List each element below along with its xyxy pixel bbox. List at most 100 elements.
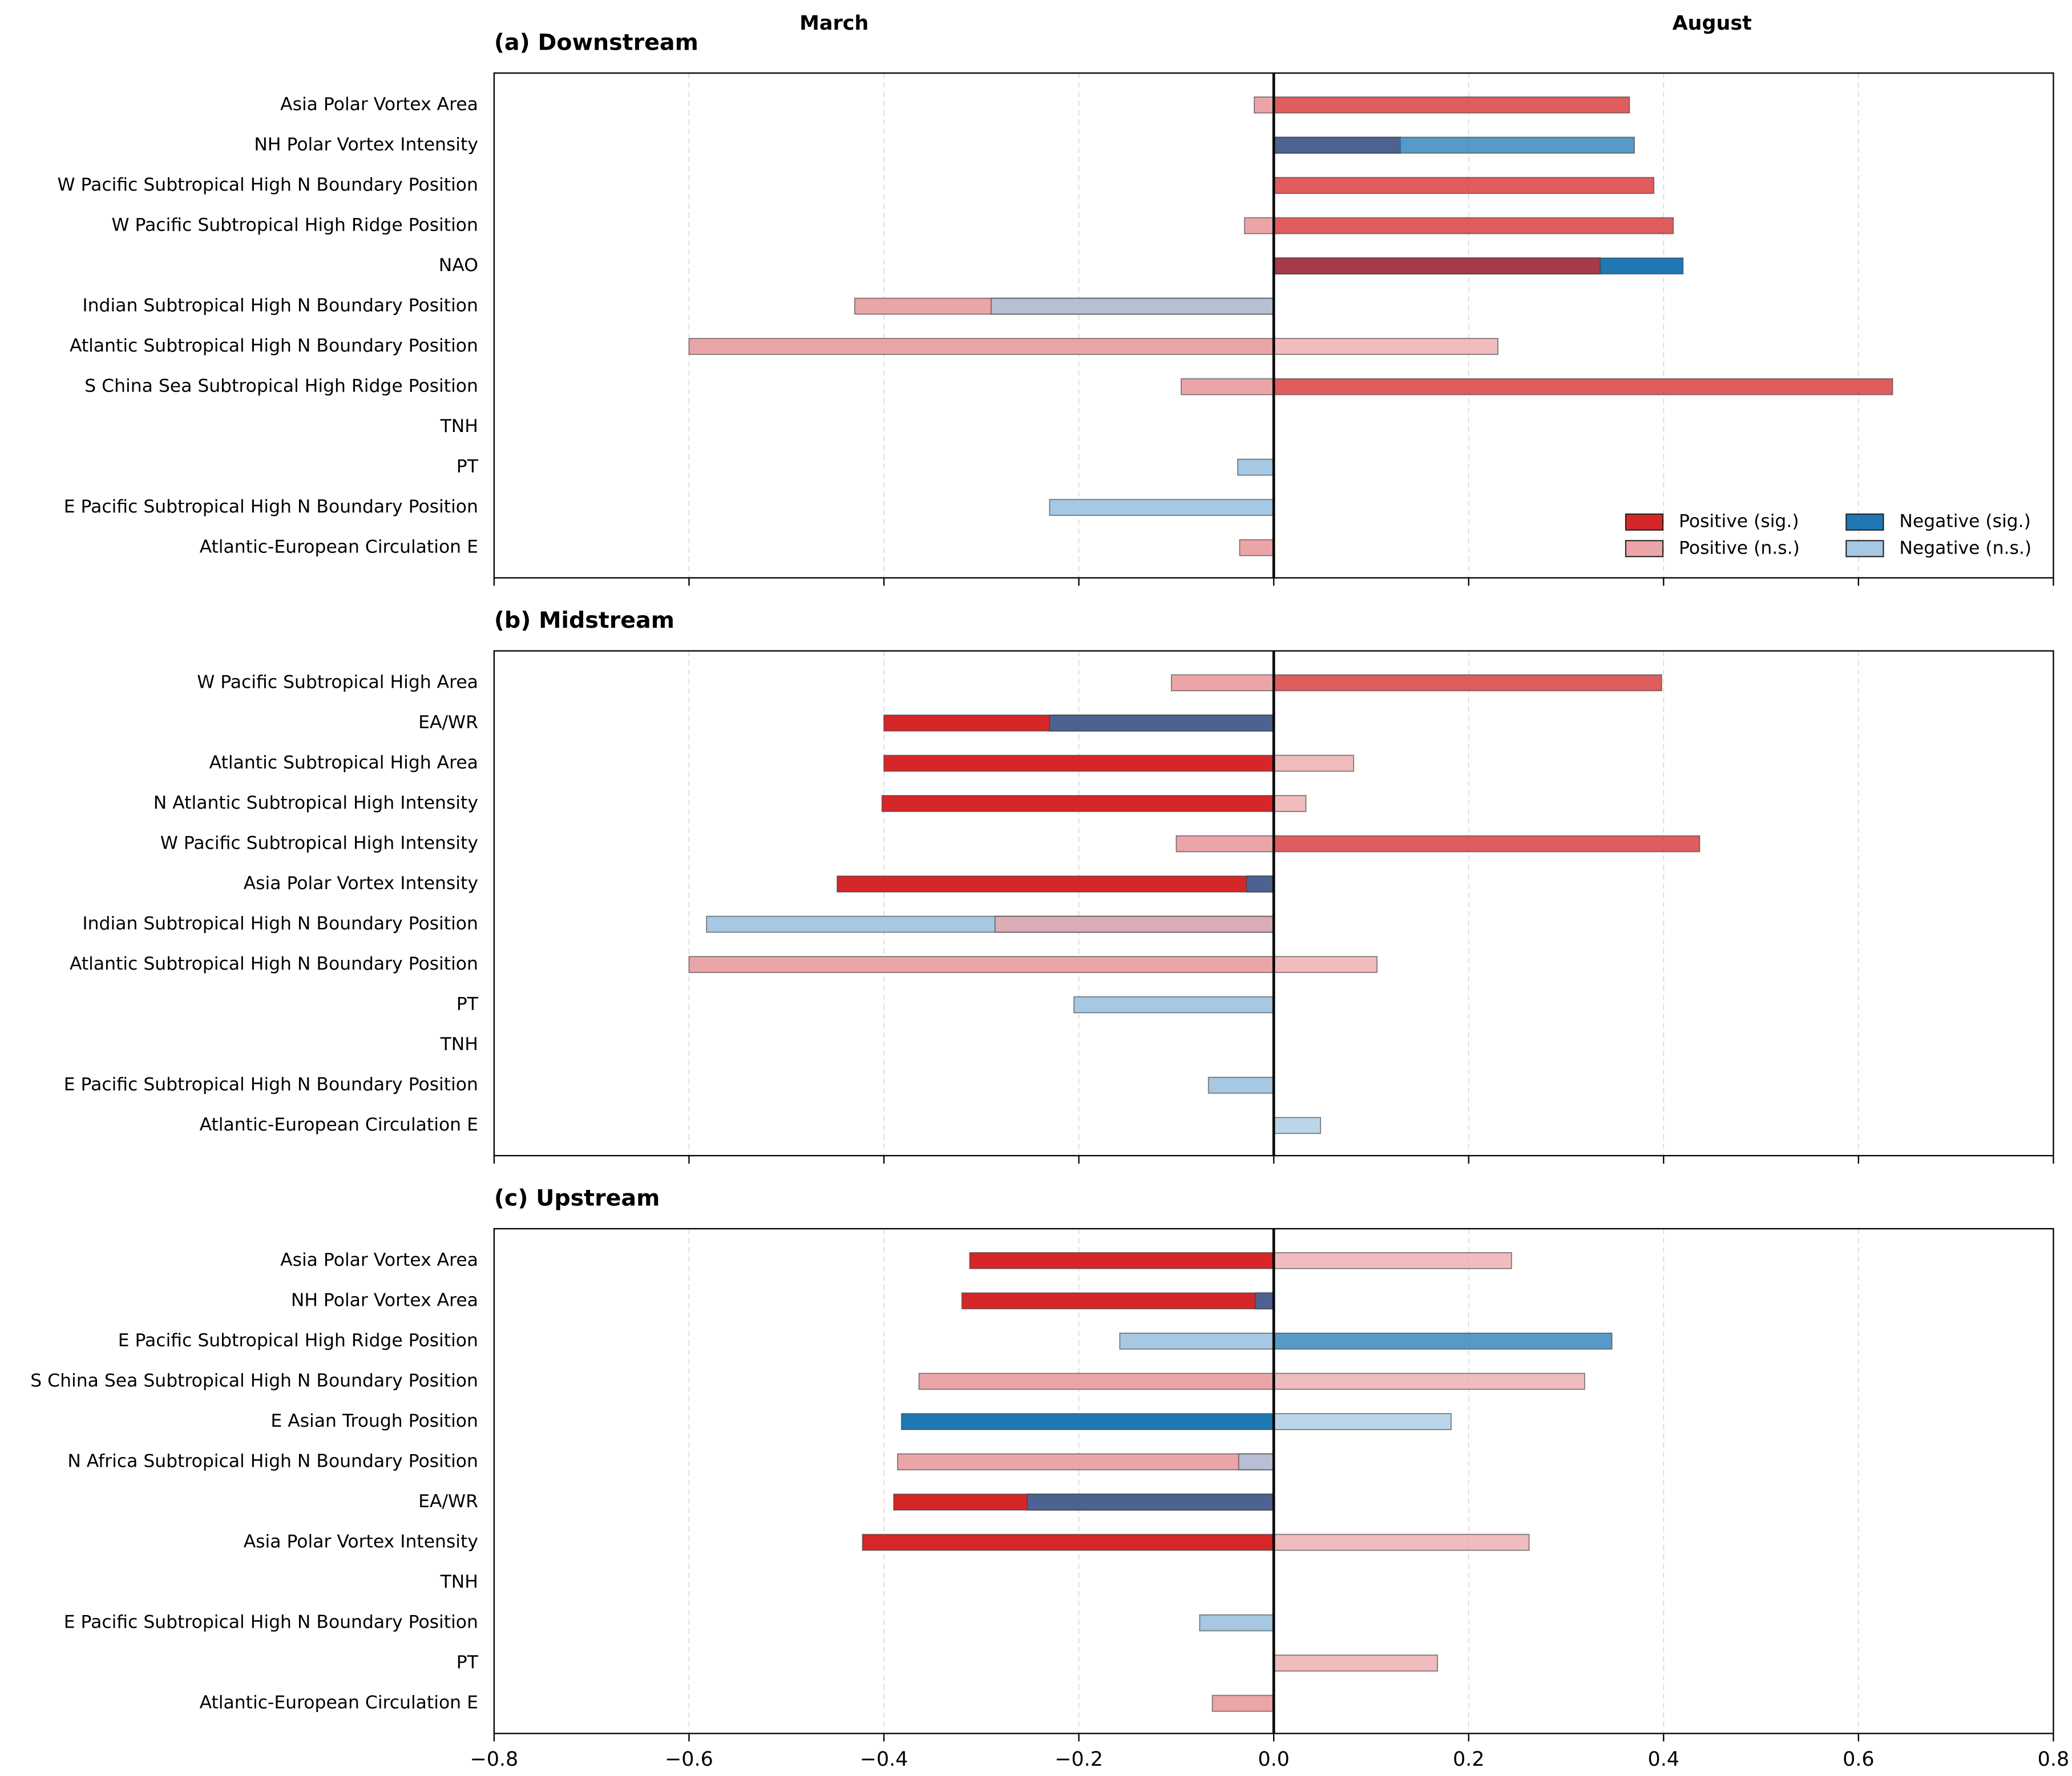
legend-swatch xyxy=(1845,513,1884,531)
y-tick-label: W Pacific Subtropical High N Boundary Po… xyxy=(58,175,478,195)
bar xyxy=(969,1252,1275,1269)
y-tick-label: Asia Polar Vortex Area xyxy=(280,94,478,115)
bar xyxy=(1027,1494,1275,1511)
bar xyxy=(1254,1292,1275,1310)
x-tick-label: −0.4 xyxy=(860,1748,908,1771)
y-tick-label: TNH xyxy=(440,1572,478,1592)
plot-frame xyxy=(493,1228,2054,1734)
bar xyxy=(862,1533,1275,1551)
y-tick-label: W Pacific Subtropical High Area xyxy=(197,672,478,692)
bar xyxy=(1119,1333,1275,1350)
y-tick-label: PT xyxy=(457,1652,479,1673)
bar xyxy=(883,754,1275,772)
y-tick-label: Atlantic Subtropical High N Boundary Pos… xyxy=(70,954,478,974)
legend-swatch xyxy=(1845,540,1884,558)
bar xyxy=(896,1453,1275,1471)
bar xyxy=(1273,177,1655,194)
y-tick-label: N Africa Subtropical High N Boundary Pos… xyxy=(67,1451,478,1472)
bar xyxy=(1254,96,1275,114)
y-tick-label: Asia Polar Vortex Intensity xyxy=(244,1532,478,1552)
bar xyxy=(1273,378,1893,395)
y-tick-label: E Pacific Subtropical High N Boundary Po… xyxy=(64,1075,478,1095)
bar xyxy=(1049,499,1275,516)
bar xyxy=(837,875,1275,893)
bar xyxy=(1199,1614,1275,1632)
bar xyxy=(1273,338,1499,355)
column-label: March xyxy=(799,12,869,35)
y-tick-label: NAO xyxy=(439,255,478,276)
y-tick-label: PT xyxy=(457,994,479,1015)
bar xyxy=(1211,1694,1275,1712)
bar xyxy=(1176,835,1275,853)
legend-label: Negative (n.s.) xyxy=(1899,538,2031,558)
bar xyxy=(1073,996,1275,1014)
y-tick-label: TNH xyxy=(440,416,478,437)
bar xyxy=(1273,1252,1512,1269)
y-tick-label: Indian Subtropical High N Boundary Posit… xyxy=(82,914,478,934)
plot-frame xyxy=(493,650,2054,1157)
bar xyxy=(1273,835,1701,853)
legend-label: Negative (sig.) xyxy=(1899,511,2030,532)
x-tick-label: −0.2 xyxy=(1055,1748,1103,1771)
y-tick-label: W Pacific Subtropical High Ridge Positio… xyxy=(112,215,478,235)
bar xyxy=(1273,795,1307,812)
y-tick-label: E Pacific Subtropical High N Boundary Po… xyxy=(64,497,478,517)
panel-title: (b) Midstream xyxy=(494,607,674,633)
bar xyxy=(900,1413,1275,1430)
bar xyxy=(1238,1453,1275,1471)
bar xyxy=(1237,458,1275,476)
bar xyxy=(688,956,1275,973)
panel-title: (a) Downstream xyxy=(494,29,698,55)
bar xyxy=(961,1292,1275,1310)
bar xyxy=(1273,257,1601,275)
y-tick-label: S China Sea Subtropical High Ridge Posit… xyxy=(84,376,478,397)
bar xyxy=(1170,674,1275,692)
x-tick-label: 0.6 xyxy=(1843,1748,1875,1771)
legend-swatch xyxy=(1625,540,1664,558)
bar xyxy=(881,795,1275,812)
bar xyxy=(1049,715,1275,732)
y-tick-label: Indian Subtropical High N Boundary Posit… xyxy=(82,296,478,316)
bar xyxy=(688,338,1275,355)
bar xyxy=(1273,217,1674,235)
y-tick-label: PT xyxy=(457,457,479,477)
legend-label: Positive (n.s.) xyxy=(1679,538,1800,558)
y-tick-label: N Atlantic Subtropical High Intensity xyxy=(154,793,478,813)
bar xyxy=(1180,378,1275,395)
y-tick-label: NH Polar Vortex Area xyxy=(291,1290,478,1310)
bar xyxy=(1207,1076,1275,1094)
y-tick-label: Asia Polar Vortex Area xyxy=(280,1250,478,1270)
y-tick-label: EA/WR xyxy=(418,1491,478,1512)
y-tick-label: W Pacific Subtropical High Intensity xyxy=(160,833,478,853)
plot-frame xyxy=(493,72,2054,579)
y-tick-label: Atlantic-European Circulation E xyxy=(200,537,478,558)
x-tick-label: 0.8 xyxy=(2038,1748,2070,1771)
x-tick-label: 0.4 xyxy=(1648,1748,1680,1771)
panel-title: (c) Upstream xyxy=(494,1185,660,1211)
x-tick-label: −0.6 xyxy=(665,1748,713,1771)
y-tick-label: NH Polar Vortex Intensity xyxy=(254,134,478,155)
legend-swatch xyxy=(1625,513,1664,531)
bar xyxy=(918,1373,1275,1390)
y-tick-label: E Pacific Subtropical High Ridge Positio… xyxy=(118,1330,478,1351)
y-tick-label: Atlantic-European Circulation E xyxy=(200,1693,478,1713)
bar xyxy=(994,915,1275,933)
bar xyxy=(1239,539,1275,556)
bar xyxy=(1273,1333,1613,1350)
bar xyxy=(1273,1654,1438,1672)
bar xyxy=(1273,1413,1452,1430)
y-tick-label: Atlantic Subtropical High Area xyxy=(209,752,478,773)
bar xyxy=(1273,1533,1530,1551)
bar xyxy=(1273,1373,1585,1390)
y-tick-label: Atlantic-European Circulation E xyxy=(200,1115,478,1135)
x-tick-label: −0.8 xyxy=(470,1748,518,1771)
y-tick-label: TNH xyxy=(440,1034,478,1055)
y-tick-label: Atlantic Subtropical High N Boundary Pos… xyxy=(70,336,478,356)
legend-label: Positive (sig.) xyxy=(1679,511,1799,532)
bar xyxy=(1273,1117,1322,1135)
y-tick-label: E Asian Trough Position xyxy=(270,1411,478,1431)
bar xyxy=(1273,956,1378,973)
column-label: August xyxy=(1673,12,1752,35)
